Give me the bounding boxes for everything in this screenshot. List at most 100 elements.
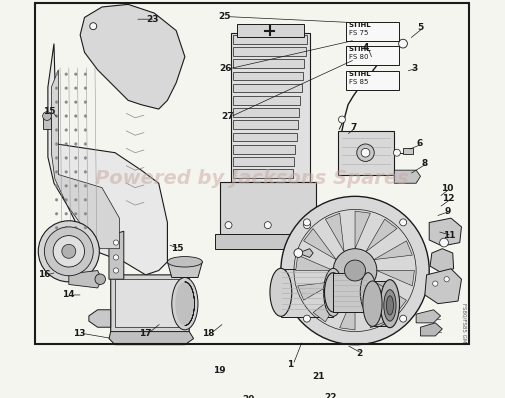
Polygon shape	[377, 271, 415, 286]
Ellipse shape	[324, 268, 343, 316]
Circle shape	[65, 87, 68, 90]
Circle shape	[65, 142, 68, 145]
Bar	[281, 269, 333, 317]
Circle shape	[65, 115, 68, 117]
Circle shape	[53, 236, 84, 267]
Polygon shape	[233, 169, 292, 178]
Bar	[346, 46, 398, 65]
Circle shape	[55, 226, 58, 229]
Polygon shape	[340, 292, 355, 330]
Text: 1: 1	[287, 360, 293, 369]
Circle shape	[74, 142, 77, 145]
Circle shape	[95, 274, 106, 285]
Circle shape	[74, 213, 77, 215]
Text: 23: 23	[146, 15, 159, 24]
Circle shape	[344, 260, 366, 281]
Circle shape	[304, 315, 311, 322]
Text: 17: 17	[139, 329, 152, 338]
Circle shape	[84, 171, 87, 173]
Text: 22: 22	[324, 393, 337, 398]
Circle shape	[225, 222, 232, 228]
Circle shape	[399, 219, 407, 226]
Text: 14: 14	[63, 291, 75, 299]
Circle shape	[55, 213, 58, 215]
Polygon shape	[298, 249, 313, 258]
Circle shape	[65, 226, 68, 229]
Circle shape	[74, 157, 77, 159]
Bar	[403, 148, 414, 154]
Polygon shape	[69, 271, 102, 288]
Ellipse shape	[175, 282, 194, 326]
Text: 18: 18	[202, 329, 215, 338]
Bar	[373, 281, 392, 326]
Polygon shape	[220, 181, 316, 236]
Circle shape	[113, 255, 119, 260]
Circle shape	[42, 112, 52, 121]
Circle shape	[84, 87, 87, 90]
Circle shape	[281, 196, 429, 345]
Circle shape	[338, 116, 345, 123]
Circle shape	[84, 199, 87, 201]
Text: 2: 2	[356, 349, 363, 358]
Polygon shape	[233, 72, 303, 80]
Polygon shape	[233, 35, 307, 44]
Text: 26: 26	[220, 64, 232, 74]
Circle shape	[113, 268, 119, 273]
Text: STIHL: STIHL	[349, 71, 372, 77]
Circle shape	[361, 148, 370, 157]
Circle shape	[38, 221, 99, 282]
Text: 12: 12	[442, 195, 454, 203]
Text: Powered by Jacksons Spares: Powered by Jacksons Spares	[95, 170, 409, 188]
Circle shape	[74, 199, 77, 201]
Polygon shape	[109, 332, 193, 345]
Circle shape	[55, 129, 58, 131]
Circle shape	[74, 87, 77, 90]
Circle shape	[378, 53, 385, 60]
Polygon shape	[115, 279, 185, 327]
Text: 6: 6	[417, 139, 423, 148]
Polygon shape	[168, 258, 203, 277]
Polygon shape	[42, 118, 52, 129]
Circle shape	[65, 171, 68, 173]
Polygon shape	[233, 145, 295, 154]
Polygon shape	[233, 96, 300, 105]
Text: 27: 27	[221, 112, 234, 121]
Circle shape	[84, 142, 87, 145]
Ellipse shape	[172, 277, 198, 330]
Text: 16: 16	[38, 270, 51, 279]
Text: STIHL: STIHL	[349, 22, 372, 28]
Circle shape	[113, 240, 119, 245]
Bar	[346, 71, 398, 90]
Circle shape	[399, 315, 407, 322]
Circle shape	[444, 277, 449, 282]
Circle shape	[65, 73, 68, 76]
Polygon shape	[429, 218, 462, 246]
Polygon shape	[233, 59, 305, 68]
Circle shape	[44, 227, 93, 276]
Text: 11: 11	[443, 231, 456, 240]
Circle shape	[84, 129, 87, 131]
Circle shape	[55, 87, 58, 90]
Circle shape	[84, 157, 87, 159]
Text: FS80/FS85 GM: FS80/FS85 GM	[462, 303, 467, 343]
Polygon shape	[374, 241, 413, 259]
Text: 13: 13	[73, 329, 85, 338]
Circle shape	[74, 73, 77, 76]
Polygon shape	[366, 219, 397, 252]
Text: FS 75: FS 75	[349, 30, 368, 36]
Circle shape	[55, 185, 58, 187]
Circle shape	[398, 39, 408, 48]
Polygon shape	[337, 131, 394, 174]
Circle shape	[84, 101, 87, 103]
Text: 8: 8	[422, 159, 428, 168]
Bar	[346, 22, 398, 41]
Circle shape	[304, 222, 311, 228]
Circle shape	[74, 101, 77, 103]
Text: 10: 10	[441, 184, 453, 193]
Circle shape	[90, 23, 97, 30]
Circle shape	[55, 171, 58, 173]
Bar	[333, 273, 368, 312]
Polygon shape	[233, 47, 306, 56]
Text: FS 85: FS 85	[349, 79, 368, 85]
Text: 9: 9	[444, 207, 451, 216]
